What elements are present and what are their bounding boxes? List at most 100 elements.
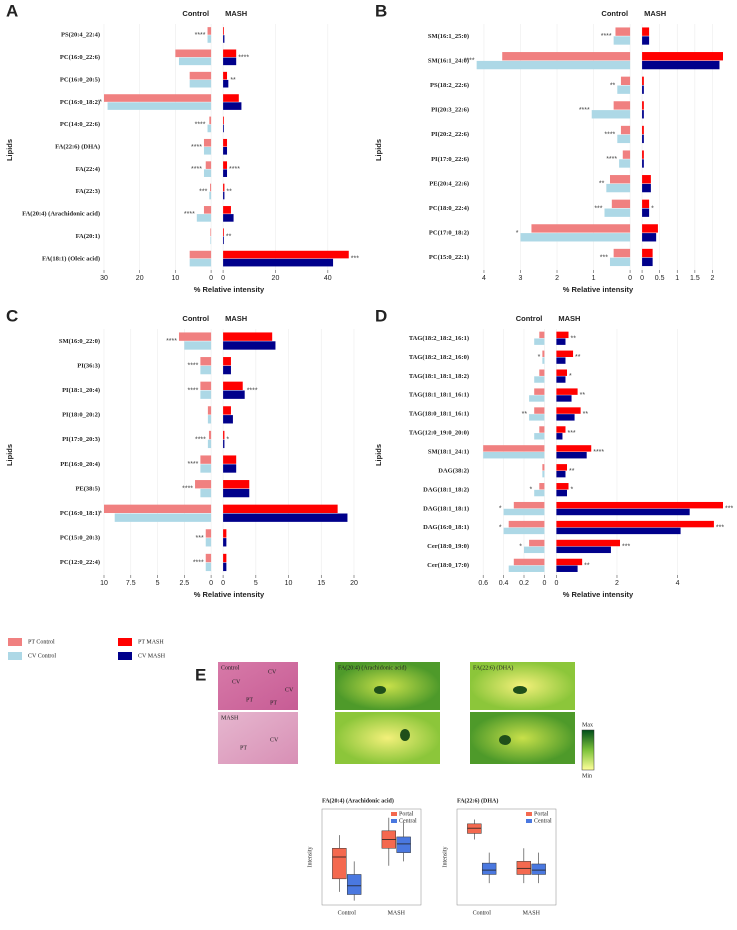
bar [556, 558, 583, 566]
bar [483, 445, 545, 452]
bar [189, 79, 212, 88]
y-axis-label: Lipids [374, 444, 383, 466]
bar [513, 501, 545, 509]
category-label: PC(16:0_18:1) [60, 510, 100, 517]
significance: * [99, 510, 102, 517]
bar [200, 381, 212, 391]
x-tick-label: 15 [317, 580, 325, 587]
bar [223, 138, 228, 147]
significance: *** [196, 535, 204, 542]
category-label: SM(16:0_22:0) [59, 338, 100, 345]
bar [534, 376, 545, 383]
x-tick-label: 20 [350, 580, 358, 587]
bar [195, 480, 212, 489]
x-tick-label: 0 [628, 275, 632, 282]
bar [613, 248, 631, 258]
category-label: PI(20:2_22:6) [431, 131, 469, 138]
box [467, 823, 482, 834]
y-axis-label: Lipids [5, 444, 14, 466]
bar [642, 199, 650, 209]
bar [223, 415, 233, 424]
bar [615, 27, 631, 36]
msi-title: FA(22:6) (DHA) [473, 664, 513, 671]
bar [642, 233, 657, 242]
x-axis-label: % Relative intensity [194, 285, 265, 294]
bar [196, 214, 212, 222]
bar [620, 76, 631, 86]
plot-frame [456, 808, 557, 906]
bar [642, 125, 644, 135]
y-axis-label: Intensity [307, 847, 313, 868]
x-tick-label: 0.6 [478, 580, 488, 587]
legend-swatch [526, 812, 532, 816]
significance: ** [575, 354, 581, 361]
bar [642, 150, 644, 159]
x-tick-label: 0 [221, 275, 225, 282]
bar [556, 483, 569, 490]
x-tick-label: 0.2 [519, 580, 529, 587]
x-axis-label: % Relative intensity [563, 590, 634, 599]
box [346, 874, 362, 895]
bar [556, 546, 611, 554]
bar [207, 439, 212, 449]
bar [606, 183, 631, 193]
x-tick-label: 1 [675, 275, 679, 282]
x-tick-label: MASH [523, 910, 541, 916]
bar [617, 134, 631, 144]
bar [223, 214, 234, 222]
bar [503, 527, 545, 535]
mash-header: MASH [644, 9, 666, 18]
category-label: TAG(18:2_18:2_16:0) [409, 354, 469, 361]
msi-image [335, 662, 440, 710]
category-label: SM(16:1_25:0) [428, 33, 469, 40]
category-label: SM(18:1_24:1) [428, 448, 469, 455]
bar [223, 147, 228, 155]
bar [223, 79, 229, 88]
x-tick-label: 4 [482, 275, 486, 282]
bar [556, 407, 581, 414]
category-label: PE(20:4_22:6) [429, 180, 469, 187]
category-label: TAG(18:2_18:2_16:1) [409, 335, 469, 342]
significance: * [519, 543, 522, 550]
bar [223, 381, 243, 391]
x-tick-label: Control [338, 910, 357, 916]
category-label: FA(22:3) [76, 188, 100, 195]
bar [539, 426, 545, 433]
bar [556, 445, 592, 452]
bar [556, 331, 569, 339]
significance: **** [166, 338, 177, 345]
bar [200, 365, 212, 375]
bar [556, 539, 621, 547]
category-label: PI(36:3) [77, 362, 100, 369]
bar [529, 395, 545, 402]
category-label: PI(20:3_22:6) [431, 107, 469, 114]
bar [189, 258, 212, 267]
bar [107, 102, 212, 110]
bar [609, 257, 631, 267]
category-label: PS(20:4_22:4) [61, 32, 100, 39]
bar [223, 71, 228, 80]
bar [207, 124, 212, 133]
bar [223, 390, 245, 399]
category-label: PI(18:1_20:4) [62, 387, 100, 394]
vessel [400, 729, 410, 741]
bar [534, 388, 545, 395]
mash-header: MASH [558, 314, 580, 323]
category-label: DAG(38:2) [438, 467, 469, 474]
x-tick-label: 0 [640, 275, 644, 282]
bar [539, 331, 545, 339]
significance: * [651, 205, 654, 212]
bar [617, 85, 631, 94]
bar [556, 501, 723, 509]
bar [104, 504, 212, 514]
bar [210, 228, 212, 237]
y-axis-label: Lipids [5, 139, 14, 161]
x-tick-label: Control [473, 910, 492, 916]
control-header: Control [182, 314, 209, 323]
panel-label: E [195, 665, 206, 684]
bar [556, 338, 566, 345]
legend-swatch [526, 819, 532, 823]
bar [529, 414, 545, 421]
panel-label: D [375, 306, 387, 325]
